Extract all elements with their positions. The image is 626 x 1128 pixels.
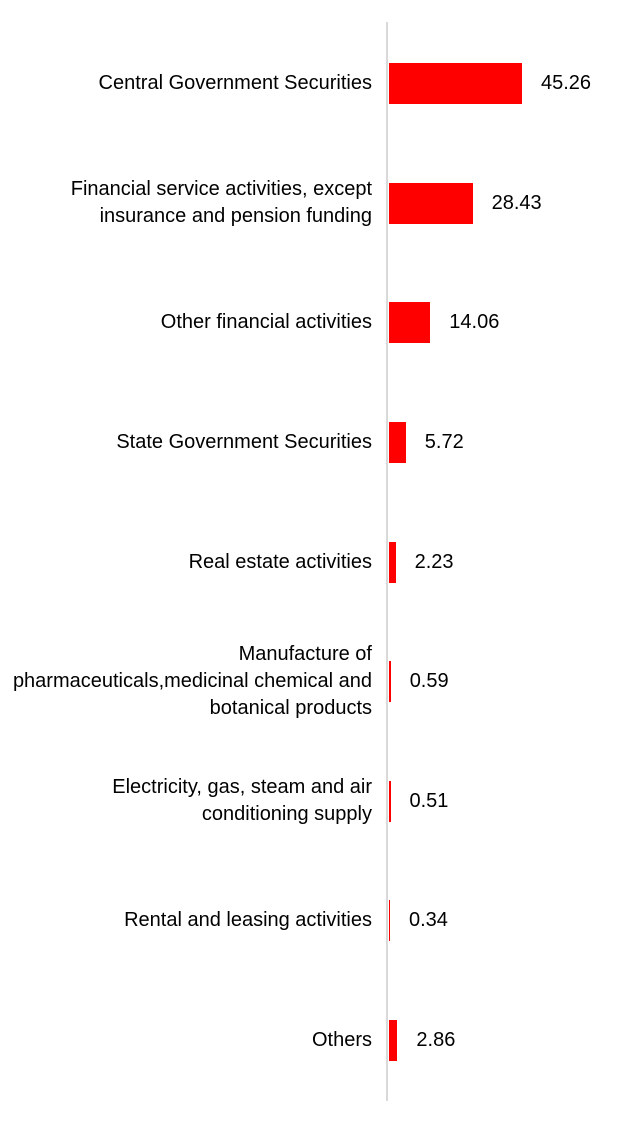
bar-area: 2.86 <box>389 1020 626 1062</box>
value-label: 28.43 <box>491 191 542 214</box>
value-label: 14.06 <box>449 311 500 334</box>
value-label: 2.23 <box>414 550 454 573</box>
bar <box>389 422 406 464</box>
category-label: Rental and leasing activities <box>124 909 372 932</box>
bar-area: 28.43 <box>389 182 626 224</box>
value-label: 0.59 <box>409 670 449 693</box>
bar-area: 0.51 <box>389 780 626 822</box>
bar-area: 45.26 <box>389 63 626 105</box>
bar <box>389 182 473 224</box>
category-label: State Government Securities <box>116 431 372 454</box>
bar-row: Electricity, gas, steam and air conditio… <box>0 742 626 862</box>
category-label: Electricity, gas, steam and air conditio… <box>112 776 372 826</box>
category-label: Central Government Securities <box>98 72 372 95</box>
bar-row: Manufacture of pharmaceuticals,medicinal… <box>0 622 626 742</box>
bar-row: State Government Securities 5.72 <box>0 383 626 503</box>
category-label: Financial service activities, except ins… <box>70 178 372 228</box>
category-label: Real estate activities <box>188 550 372 573</box>
bar <box>389 900 390 942</box>
bar <box>389 780 391 822</box>
bar <box>389 661 391 703</box>
bar-row: Real estate activities 2.23 <box>0 502 626 622</box>
bar <box>389 63 522 105</box>
bar-row: Financial service activities, except ins… <box>0 144 626 264</box>
chart-rows: Central Government Securities 45.26 Fina… <box>0 24 626 1100</box>
category-label: Other financial activities <box>160 311 372 334</box>
bar <box>389 302 431 344</box>
bar <box>389 1020 398 1062</box>
value-label: 2.86 <box>416 1029 456 1052</box>
bar-row: Rental and leasing activities 0.34 <box>0 861 626 981</box>
value-label: 5.72 <box>424 431 464 454</box>
bar-row: Other financial activities 14.06 <box>0 263 626 383</box>
bar-area: 0.34 <box>389 900 626 942</box>
bar-row: Others 2.86 <box>0 981 626 1101</box>
bar-area: 14.06 <box>389 302 626 344</box>
bar-row: Central Government Securities 45.26 <box>0 24 626 144</box>
bar <box>389 541 396 583</box>
bar-area: 2.23 <box>389 541 626 583</box>
category-label: Manufacture of pharmaceuticals,medicinal… <box>12 643 372 720</box>
category-label: Others <box>311 1029 372 1052</box>
value-label: 0.51 <box>409 789 449 812</box>
value-label: 0.34 <box>409 909 448 932</box>
value-label: 45.26 <box>541 72 592 95</box>
y-axis-line <box>386 22 388 1101</box>
bar-area: 5.72 <box>389 422 626 464</box>
bar-area: 0.59 <box>389 661 626 703</box>
